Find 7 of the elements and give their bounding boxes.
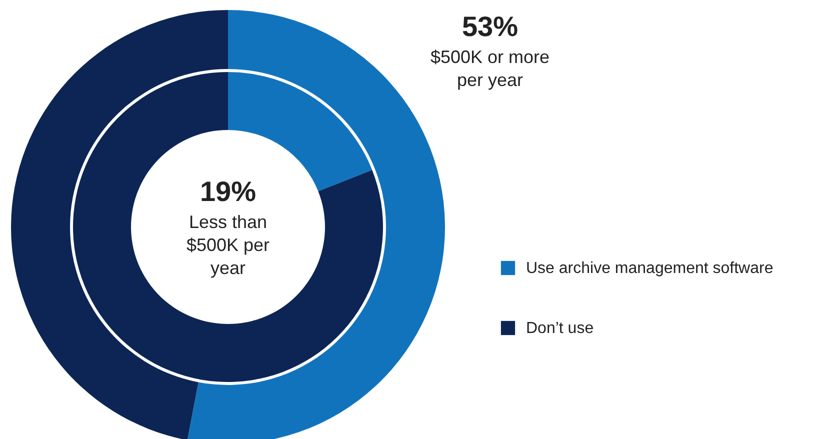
- legend-label: Don’t use: [526, 320, 594, 337]
- data-label: 19%: [200, 176, 256, 207]
- donut-slice: [73, 72, 383, 382]
- legend-label: Use archive management software: [526, 260, 774, 277]
- text: $500K or more per year: [430, 47, 550, 90]
- text: Less than $500K per year: [186, 212, 270, 278]
- data-label: 53%: [462, 11, 518, 42]
